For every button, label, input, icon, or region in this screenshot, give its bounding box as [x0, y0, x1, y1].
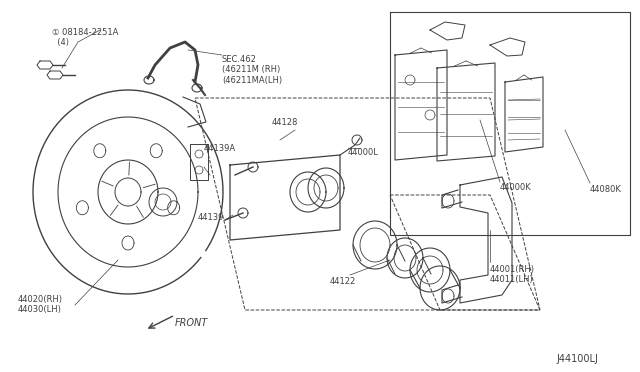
Text: 44001(RH)
44011(LH): 44001(RH) 44011(LH)	[490, 265, 535, 285]
Text: 44128: 44128	[272, 118, 298, 127]
Text: 44020(RH)
44030(LH): 44020(RH) 44030(LH)	[18, 295, 63, 314]
Text: 44000K: 44000K	[500, 183, 532, 192]
Text: FRONT: FRONT	[175, 318, 208, 328]
Text: ① 08184-2251A
  (4): ① 08184-2251A (4)	[52, 28, 118, 47]
Text: 44139A: 44139A	[204, 144, 236, 153]
Text: 44080K: 44080K	[590, 185, 622, 194]
Text: SEC.462
(46211M (RH)
(46211MA(LH): SEC.462 (46211M (RH) (46211MA(LH)	[222, 55, 282, 85]
Text: 44122: 44122	[330, 277, 356, 286]
Text: J44100LJ: J44100LJ	[556, 354, 598, 364]
Text: 44139: 44139	[198, 213, 225, 222]
Text: 44000L: 44000L	[348, 148, 379, 157]
